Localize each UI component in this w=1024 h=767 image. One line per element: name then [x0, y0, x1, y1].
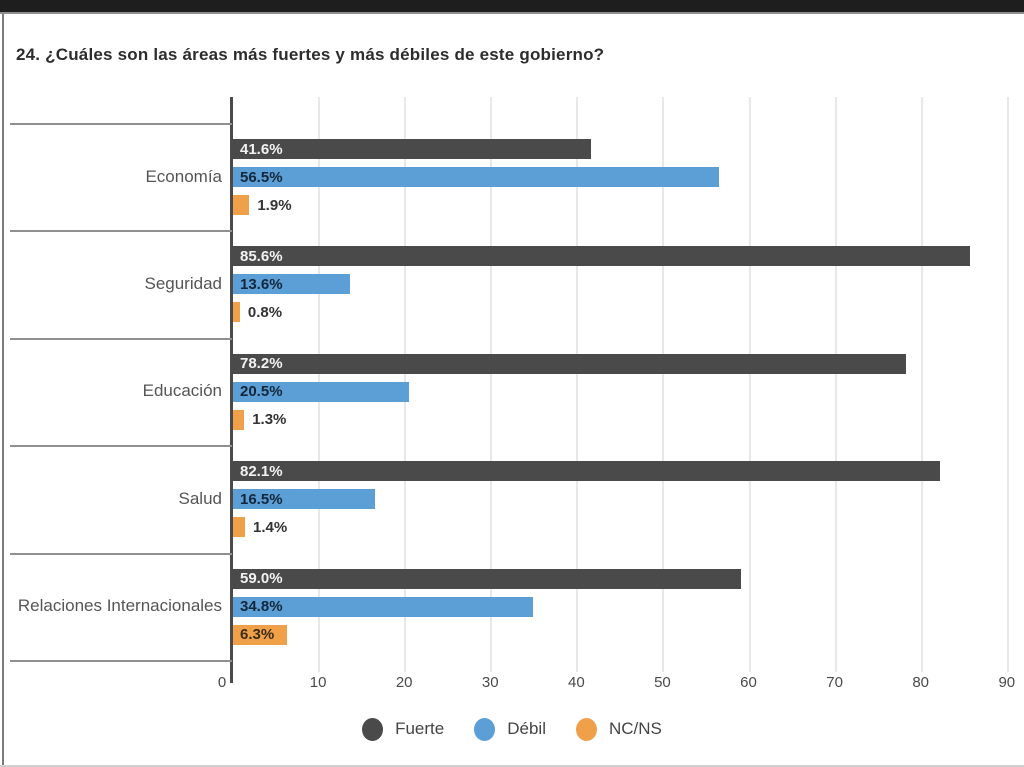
bar-value-label: 0.8%: [247, 303, 283, 321]
grid-line: [662, 97, 665, 672]
bar-value-label: 85.6%: [240, 247, 283, 265]
row-separator: [10, 123, 232, 125]
bar-fuerte: [233, 461, 940, 482]
chart-title: 24. ¿Cuáles son las áreas más fuertes y …: [16, 45, 605, 64]
legend-label: NC/NS: [608, 719, 662, 738]
bar-value-label: 34.8%: [240, 598, 283, 616]
x-tick-label: 50: [654, 674, 671, 691]
bar-dbil: [233, 167, 720, 187]
row-separator: [10, 230, 232, 233]
x-tick-label: 70: [826, 674, 843, 691]
bar-value-label: 82.1%: [240, 462, 283, 480]
legend-item-fuerte: Fuerte: [362, 717, 445, 741]
category-label: Seguridad: [144, 274, 222, 294]
bar-value-label: 1.3%: [252, 411, 287, 429]
plot-area: 0 10 20 30 40 50 60 70 80 90 Economía 41.6% 56.5% 1.9…: [0, 97, 1024, 691]
grid-line: [490, 97, 493, 672]
y-axis-line: [230, 97, 233, 683]
bar-value-label: 16.5%: [240, 490, 283, 508]
x-tick-label: 20: [395, 674, 413, 691]
category-label: Economía: [145, 166, 222, 186]
bar-dbil: [233, 596, 533, 617]
grid-line: [920, 97, 923, 672]
grid-line: [748, 97, 751, 672]
bar-value-label: 6.3%: [240, 626, 275, 644]
category-label: Educación: [142, 381, 222, 401]
chart-legend: Fuerte Débil NC/NS: [0, 714, 1024, 744]
bar-dbil: [233, 274, 351, 295]
row-separator: [10, 552, 232, 555]
category-label: Relaciones Internacionales: [17, 596, 222, 616]
bar-fuerte: [233, 246, 970, 267]
legend-item-ncns: NC/NS: [575, 717, 662, 741]
row-separator: [10, 445, 232, 448]
legend-label: Fuerte: [395, 719, 445, 738]
grid-line: [834, 97, 837, 672]
x-tick-label: 40: [568, 674, 585, 691]
x-tick-label: 60: [740, 674, 757, 691]
legend-marker: [362, 717, 384, 741]
bar-ncns: [233, 195, 250, 215]
bar-value-label: 13.6%: [240, 275, 283, 293]
grid-line: [1006, 97, 1009, 672]
bar-fuerte: [233, 139, 592, 159]
window-top-bar: [0, 0, 1024, 14]
bar-dbil: [233, 489, 376, 510]
legend-label: Débil: [507, 719, 546, 738]
legend-item-dbil: Débil: [474, 717, 546, 741]
x-tick-label: 80: [912, 674, 930, 691]
row-separator: [10, 337, 232, 340]
row-separator: [10, 660, 232, 662]
bar-fuerte: [233, 353, 907, 374]
bar-ncns: [233, 517, 246, 538]
bar-value-label: 59.0%: [240, 570, 283, 588]
bar-value-label: 56.5%: [240, 168, 283, 186]
grid-line: [576, 97, 579, 672]
bar-value-label: 1.4%: [253, 518, 288, 536]
bar-value-label: 78.2%: [240, 355, 283, 373]
bar-ncns: [233, 302, 240, 323]
bar-value-label: 20.5%: [240, 383, 283, 401]
bar-fuerte: [233, 568, 741, 589]
bottom-edge-line: [0, 765, 1024, 767]
bar-ncns: [233, 624, 288, 645]
left-edge-line: [2, 14, 4, 765]
x-tick-label: 90: [998, 674, 1016, 691]
bar-dbil: [233, 381, 410, 402]
x-tick-label: 10: [309, 674, 327, 691]
category-label: Salud: [178, 488, 222, 508]
bar-ncns: [233, 409, 245, 430]
bar-value-label: 41.6%: [240, 140, 283, 158]
legend-marker: [474, 717, 496, 741]
x-tick-label: 0: [217, 674, 227, 691]
x-tick-label: 30: [481, 674, 499, 691]
bar-value-label: 1.9%: [257, 196, 292, 214]
legend-marker: [575, 717, 597, 741]
